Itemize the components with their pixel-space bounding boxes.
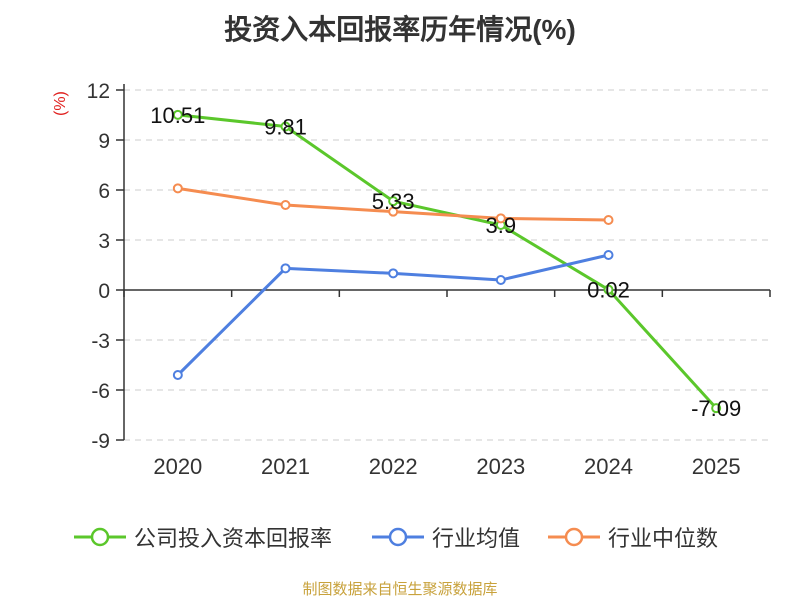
data-point	[603, 250, 614, 260]
data-label: -7.09	[691, 396, 741, 421]
data-point	[172, 370, 183, 380]
data-label: 0.02	[587, 278, 630, 303]
data-point	[280, 200, 291, 210]
y-tick-label: 9	[98, 130, 110, 153]
data-labels: 10.51 9.81 5.33 3.9 0.02 -7.09	[150, 103, 741, 421]
data-point	[388, 206, 399, 217]
x-tick-label: 2023	[476, 454, 525, 479]
series-line	[177, 113, 718, 410]
grid-lines	[124, 89, 770, 441]
y-tick-label: 3	[98, 230, 110, 253]
data-point	[280, 263, 291, 274]
data-point	[603, 215, 614, 225]
legend-marker-icon	[548, 527, 600, 547]
data-label: 5.33	[372, 189, 415, 214]
legend-label: 行业中位数	[608, 526, 719, 551]
data-point	[711, 403, 722, 414]
legend-marker-icon	[372, 527, 424, 547]
y-tick-label: -9	[91, 430, 110, 453]
y-tick-label: -3	[91, 330, 110, 353]
data-label: 9.81	[264, 115, 307, 140]
legend-item-company-roic[interactable]: 公司投入资本回报率	[74, 520, 332, 554]
data-point	[388, 268, 399, 279]
legend-label: 公司投入资本回报率	[134, 526, 333, 551]
x-tick-label: 2022	[369, 454, 418, 479]
legend: 公司投入资本回报率 行业均值 行业中位数	[0, 520, 800, 554]
y-tick-label: 12	[87, 80, 110, 103]
legend-marker-icon	[74, 527, 126, 547]
y-tick-label: -6	[91, 380, 110, 403]
y-tick-label: 0	[98, 280, 110, 303]
x-tick-label: 2020	[153, 454, 202, 479]
data-label: 3.9	[486, 213, 517, 238]
data-point	[172, 183, 183, 194]
chart-title: 投资入本回报率历年情况(%)	[224, 14, 576, 45]
data-point	[172, 109, 183, 120]
data-point	[603, 284, 614, 295]
source-note: 制图数据来自恒生聚源数据库	[302, 581, 498, 598]
x-tick-label: 2025	[692, 454, 741, 479]
axes: 12 9 6 3 0 -3 -6 -9 2020 2021 2022 2023 2024 2025	[87, 80, 771, 479]
legend-label: 行业均值	[432, 526, 521, 551]
x-tick-label: 2024	[584, 454, 633, 479]
data-point	[495, 275, 506, 285]
legend-item-industry-median[interactable]: 行业中位数	[548, 520, 718, 554]
data-point	[388, 196, 399, 207]
data-point	[280, 121, 291, 132]
data-label: 10.51	[150, 103, 205, 128]
y-tick-label: 6	[98, 180, 110, 203]
series-lines	[172, 109, 722, 414]
x-tick-label: 2021	[261, 454, 310, 479]
data-point	[495, 213, 506, 224]
legend-item-industry-mean[interactable]: 行业均值	[372, 520, 520, 554]
